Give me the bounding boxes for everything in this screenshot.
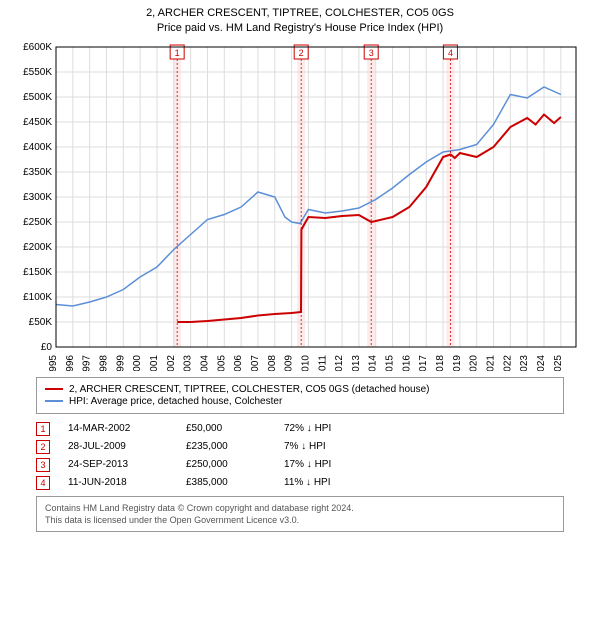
title-line-2: Price paid vs. HM Land Registry's House … [0,21,600,36]
sale-row-number: 3 [36,458,50,472]
y-tick-label: £300K [23,192,52,203]
x-tick-label: 2014 [368,354,379,370]
sale-row-number: 4 [36,476,50,490]
sale-row-price: £235,000 [186,441,266,452]
y-tick-label: £400K [23,142,52,153]
sale-row-price: £250,000 [186,459,266,470]
y-tick-label: £150K [23,267,52,278]
x-tick-label: 2011 [317,354,328,370]
sale-row-number: 1 [36,422,50,436]
legend-swatch [45,400,63,402]
x-tick-label: 2004 [199,354,210,370]
sale-row: 3 24-SEP-2013 £250,000 17% ↓ HPI [36,458,564,472]
x-tick-label: 2005 [216,354,227,370]
sale-row: 2 28-JUL-2009 £235,000 7% ↓ HPI [36,440,564,454]
footer-box: Contains HM Land Registry data © Crown c… [36,496,564,532]
sale-row-number: 2 [36,440,50,454]
x-tick-label: 2019 [452,354,463,370]
y-tick-label: £100K [23,292,52,303]
y-tick-label: £600K [23,42,52,53]
x-tick-label: 2009 [284,354,295,370]
x-tick-label: 2008 [267,354,278,370]
sale-marker-number: 3 [369,48,374,58]
x-tick-label: 1999 [115,354,126,370]
x-tick-label: 2010 [300,354,311,370]
x-tick-label: 2000 [132,354,143,370]
x-tick-label: 2001 [149,354,160,370]
x-tick-label: 2006 [233,354,244,370]
x-tick-label: 2015 [385,354,396,370]
x-tick-label: 1997 [82,354,93,370]
sale-row: 1 14-MAR-2002 £50,000 72% ↓ HPI [36,422,564,436]
x-tick-label: 2018 [435,354,446,370]
sale-marker-number: 1 [175,48,180,58]
chart-svg: £0 £50K £100K £150K £200K £250K £300K £350K £400… [10,41,590,371]
y-tick-label: £500K [23,92,52,103]
sale-row: 4 11-JUN-2018 £385,000 11% ↓ HPI [36,476,564,490]
title-line-1: 2, ARCHER CRESCENT, TIPTREE, COLCHESTER,… [0,6,600,21]
sale-row-date: 11-JUN-2018 [68,477,168,488]
y-tick-label: £450K [23,117,52,128]
x-tick-label: 1998 [98,354,109,370]
x-tick-label: 2020 [469,354,480,370]
y-tick-label: £350K [23,167,52,178]
sale-row-price: £385,000 [186,477,266,488]
legend-row: 2, ARCHER CRESCENT, TIPTREE, COLCHESTER,… [45,384,555,395]
x-tick-label: 2013 [351,354,362,370]
x-tick-label: 2025 [553,354,564,370]
legend-row: HPI: Average price, detached house, Colc… [45,396,555,407]
x-tick-label: 2002 [166,354,177,370]
sale-marker-number: 2 [299,48,304,58]
x-tick-label: 2024 [536,354,547,370]
x-tick-label: 2023 [519,354,530,370]
sale-row-date: 14-MAR-2002 [68,423,168,434]
sale-row-date: 24-SEP-2013 [68,459,168,470]
sale-row-diff: 7% ↓ HPI [284,441,374,452]
legend-label: HPI: Average price, detached house, Colc… [69,396,282,407]
x-tick-label: 2017 [418,354,429,370]
chart-area: £0 £50K £100K £150K £200K £250K £300K £350K £400… [10,41,590,371]
y-tick-label: £550K [23,67,52,78]
sales-table: 1 14-MAR-2002 £50,000 72% ↓ HPI 2 28-JUL-2009… [36,422,564,490]
legend-swatch [45,388,63,390]
x-tick-label: 2007 [250,354,261,370]
y-tick-label: £0 [41,342,53,353]
sale-row-diff: 11% ↓ HPI [284,477,374,488]
sale-row-diff: 72% ↓ HPI [284,423,374,434]
sale-marker-number: 4 [448,48,453,58]
sale-row-date: 28-JUL-2009 [68,441,168,452]
x-tick-label: 2003 [183,354,194,370]
x-tick-label: 2021 [486,354,497,370]
footer-line-2: This data is licensed under the Open Gov… [45,514,555,526]
x-tick-label: 2016 [401,354,412,370]
chart-title-block: 2, ARCHER CRESCENT, TIPTREE, COLCHESTER,… [0,0,600,39]
sale-row-diff: 17% ↓ HPI [284,459,374,470]
x-tick-label: 2012 [334,354,345,370]
legend-box: 2, ARCHER CRESCENT, TIPTREE, COLCHESTER,… [36,377,564,414]
legend-label: 2, ARCHER CRESCENT, TIPTREE, COLCHESTER,… [69,384,430,395]
footer-line-1: Contains HM Land Registry data © Crown c… [45,502,555,514]
y-tick-label: £200K [23,242,52,253]
y-tick-label: £50K [29,317,53,328]
x-tick-label: 2022 [502,354,513,370]
y-tick-label: £250K [23,217,52,228]
x-tick-label: 1996 [65,354,76,370]
x-tick-label: 1995 [48,354,59,370]
sale-row-price: £50,000 [186,423,266,434]
